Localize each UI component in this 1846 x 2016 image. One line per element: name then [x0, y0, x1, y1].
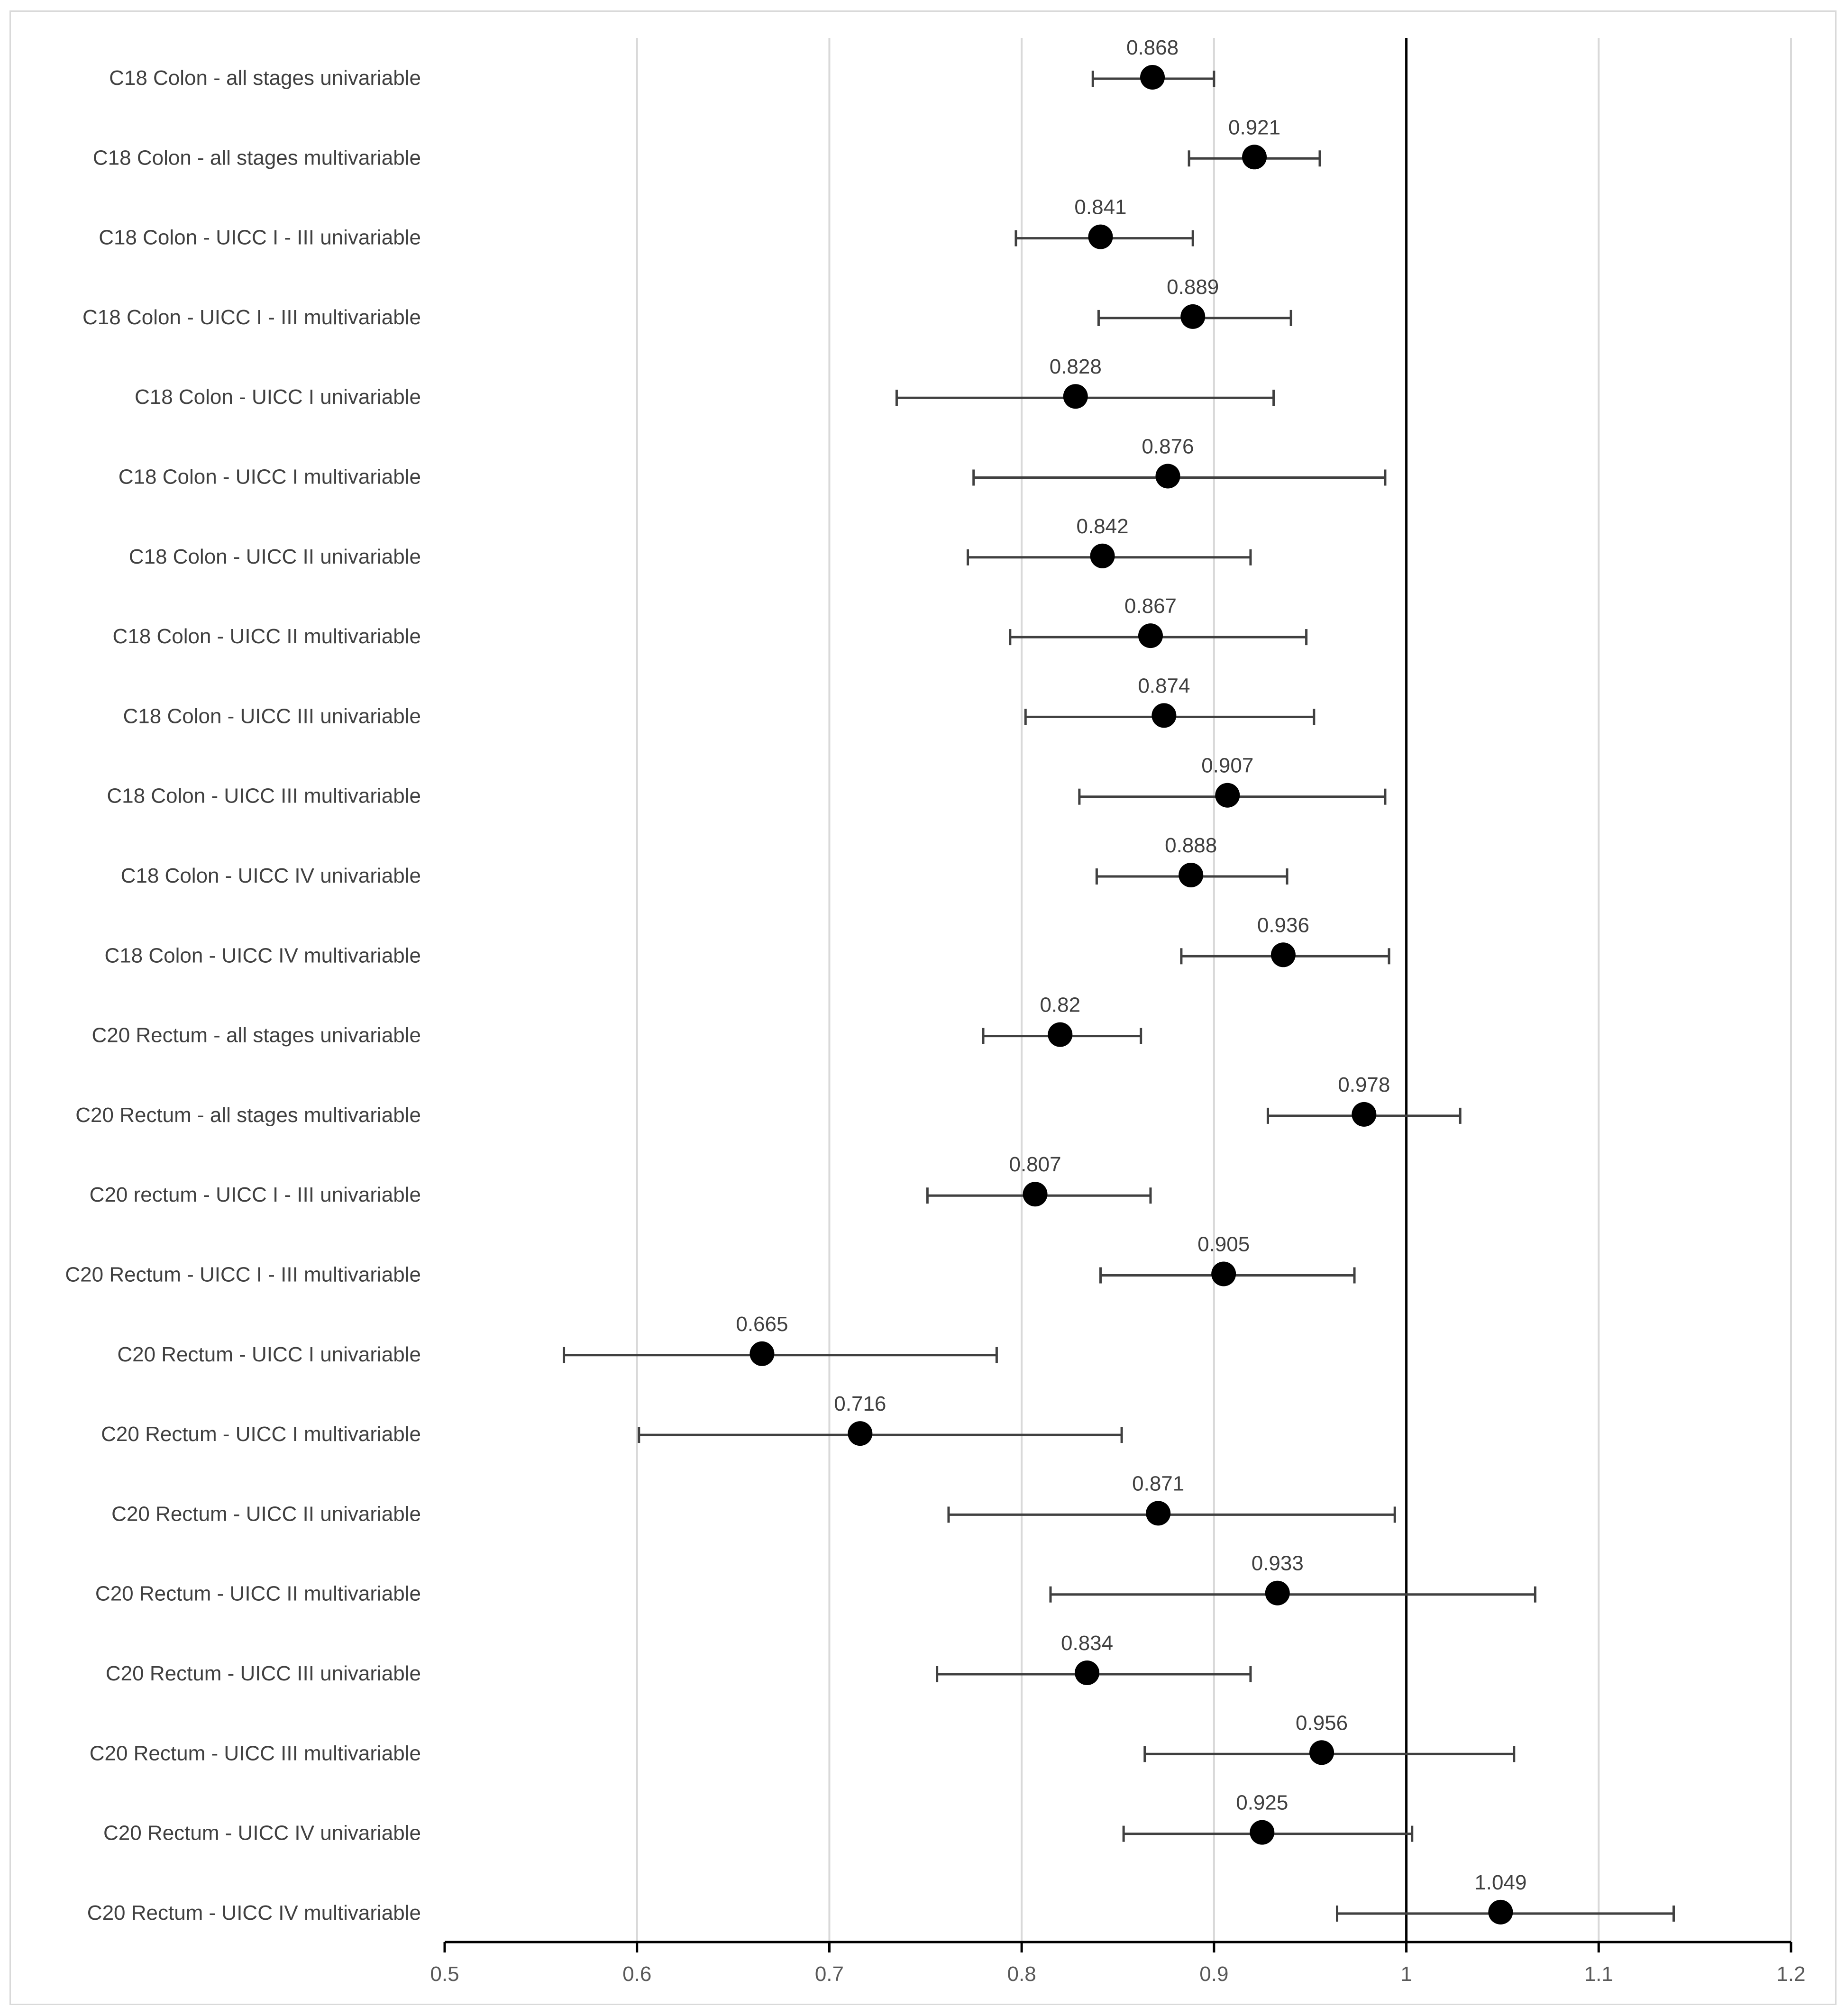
category-label: C20 Rectum - UICC III multivariable	[90, 1742, 421, 1765]
category-label: C20 Rectum - UICC II univariable	[111, 1502, 421, 1525]
axis-layer: 0.5 0.6 0.7 0.8 0.9 1 1.1 1.2	[430, 1941, 1806, 1986]
category-label: C18 Colon - UICC I multivariable	[119, 465, 421, 489]
data-label: 0.905	[1197, 1233, 1250, 1256]
data-point	[1211, 1261, 1236, 1286]
category-label: C18 Colon - UICC IV multivariable	[104, 944, 421, 967]
data-label: 0.978	[1338, 1073, 1390, 1096]
category-label: C18 Colon - all stages multivariable	[93, 146, 421, 169]
data-label: 1.049	[1474, 1871, 1526, 1894]
data-label: 0.841	[1074, 196, 1126, 219]
forest-plot: 0.868 C18 Colon - all stages univariable 0…	[65, 36, 1806, 1986]
data-label: 0.867	[1124, 594, 1177, 618]
category-label: C18 Colon - UICC I - III univariable	[99, 226, 421, 249]
category-label: C20 Rectum - all stages univariable	[91, 1024, 421, 1047]
data-point	[1250, 1820, 1275, 1845]
category-label: C20 rectum - UICC I - III univariable	[90, 1183, 421, 1206]
data-label: 0.834	[1061, 1632, 1113, 1655]
category-label: C18 Colon - all stages univariable	[109, 66, 421, 90]
chart-frame: 0.868 C18 Colon - all stages univariable 0…	[9, 10, 1837, 2005]
data-point	[1088, 224, 1113, 249]
data-label: 0.876	[1142, 435, 1194, 458]
category-label: C20 Rectum - UICC I multivariable	[101, 1423, 421, 1446]
category-label: C20 Rectum - UICC I - III multivariable	[65, 1263, 421, 1286]
category-label: C18 Colon - UICC II multivariable	[113, 625, 421, 648]
data-point	[1270, 942, 1296, 967]
data-point	[1063, 384, 1088, 409]
data-label: 0.925	[1236, 1791, 1288, 1815]
data-point	[1215, 783, 1240, 808]
category-label: C18 Colon - UICC II univariable	[129, 545, 421, 568]
data-label: 0.871	[1132, 1472, 1184, 1495]
data-point	[848, 1421, 873, 1446]
data-point	[1265, 1580, 1290, 1606]
data-point	[1023, 1182, 1048, 1207]
data-label: 0.868	[1126, 36, 1179, 59]
data-point	[1138, 623, 1163, 648]
data-label: 0.828	[1050, 355, 1102, 378]
category-label: C20 Rectum - UICC IV univariable	[103, 1822, 421, 1845]
x-tick-label: 0.6	[622, 1962, 651, 1986]
data-point	[1488, 1899, 1513, 1925]
category-label: C20 Rectum - UICC IV multivariable	[87, 1901, 421, 1925]
data-point	[749, 1341, 775, 1366]
data-label: 0.956	[1296, 1711, 1348, 1734]
data-point	[1075, 1660, 1100, 1685]
data-label: 0.921	[1228, 116, 1280, 139]
data-label: 0.933	[1252, 1552, 1304, 1575]
category-label: C20 Rectum - UICC II multivariable	[95, 1582, 421, 1606]
data-label: 0.716	[834, 1392, 886, 1415]
data-label: 0.936	[1257, 913, 1309, 937]
data-point	[1146, 1501, 1171, 1526]
x-tick-label: 1.2	[1776, 1962, 1805, 1986]
errorbar-layer	[563, 71, 1675, 1922]
data-label: 0.807	[1009, 1153, 1061, 1176]
data-label: 0.907	[1201, 754, 1253, 777]
category-label: C18 Colon - UICC III multivariable	[107, 785, 421, 808]
data-point	[1090, 543, 1115, 568]
category-label: C18 Colon - UICC I - III multivariable	[82, 306, 421, 329]
category-label: C18 Colon - UICC IV univariable	[121, 864, 421, 887]
data-point	[1309, 1740, 1334, 1765]
x-tick-label: 0.5	[430, 1962, 459, 1986]
grid-layer	[636, 38, 1792, 1942]
category-label: C18 Colon - UICC I univariable	[135, 385, 421, 409]
x-tick-label: 0.9	[1199, 1962, 1228, 1986]
x-tick-label: 1	[1400, 1962, 1412, 1986]
data-point	[1151, 703, 1177, 728]
label-layer: 0.868 C18 Colon - all stages univariable 0…	[65, 36, 1526, 1925]
data-label: 0.842	[1076, 515, 1128, 538]
x-tick-label: 0.8	[1007, 1962, 1036, 1986]
data-point	[1352, 1102, 1377, 1127]
x-tick-label: 1.1	[1584, 1962, 1613, 1986]
x-tick-label: 0.7	[815, 1962, 844, 1986]
data-label: 0.82	[1040, 994, 1080, 1017]
category-label: C20 Rectum - UICC I univariable	[117, 1343, 421, 1366]
data-label: 0.874	[1138, 674, 1190, 697]
data-point	[1179, 863, 1204, 887]
category-label: C20 Rectum - UICC III univariable	[106, 1662, 421, 1685]
data-point	[1242, 145, 1267, 170]
data-label: 0.888	[1165, 834, 1217, 857]
point-layer	[749, 65, 1513, 1925]
data-label: 0.665	[736, 1313, 788, 1336]
data-label: 0.889	[1167, 275, 1219, 299]
data-point	[1155, 464, 1180, 489]
category-label: C20 Rectum - all stages multivariable	[75, 1104, 421, 1127]
data-point	[1140, 65, 1165, 90]
data-point	[1180, 304, 1206, 329]
category-label: C18 Colon - UICC III univariable	[123, 704, 421, 728]
data-point	[1048, 1022, 1073, 1047]
